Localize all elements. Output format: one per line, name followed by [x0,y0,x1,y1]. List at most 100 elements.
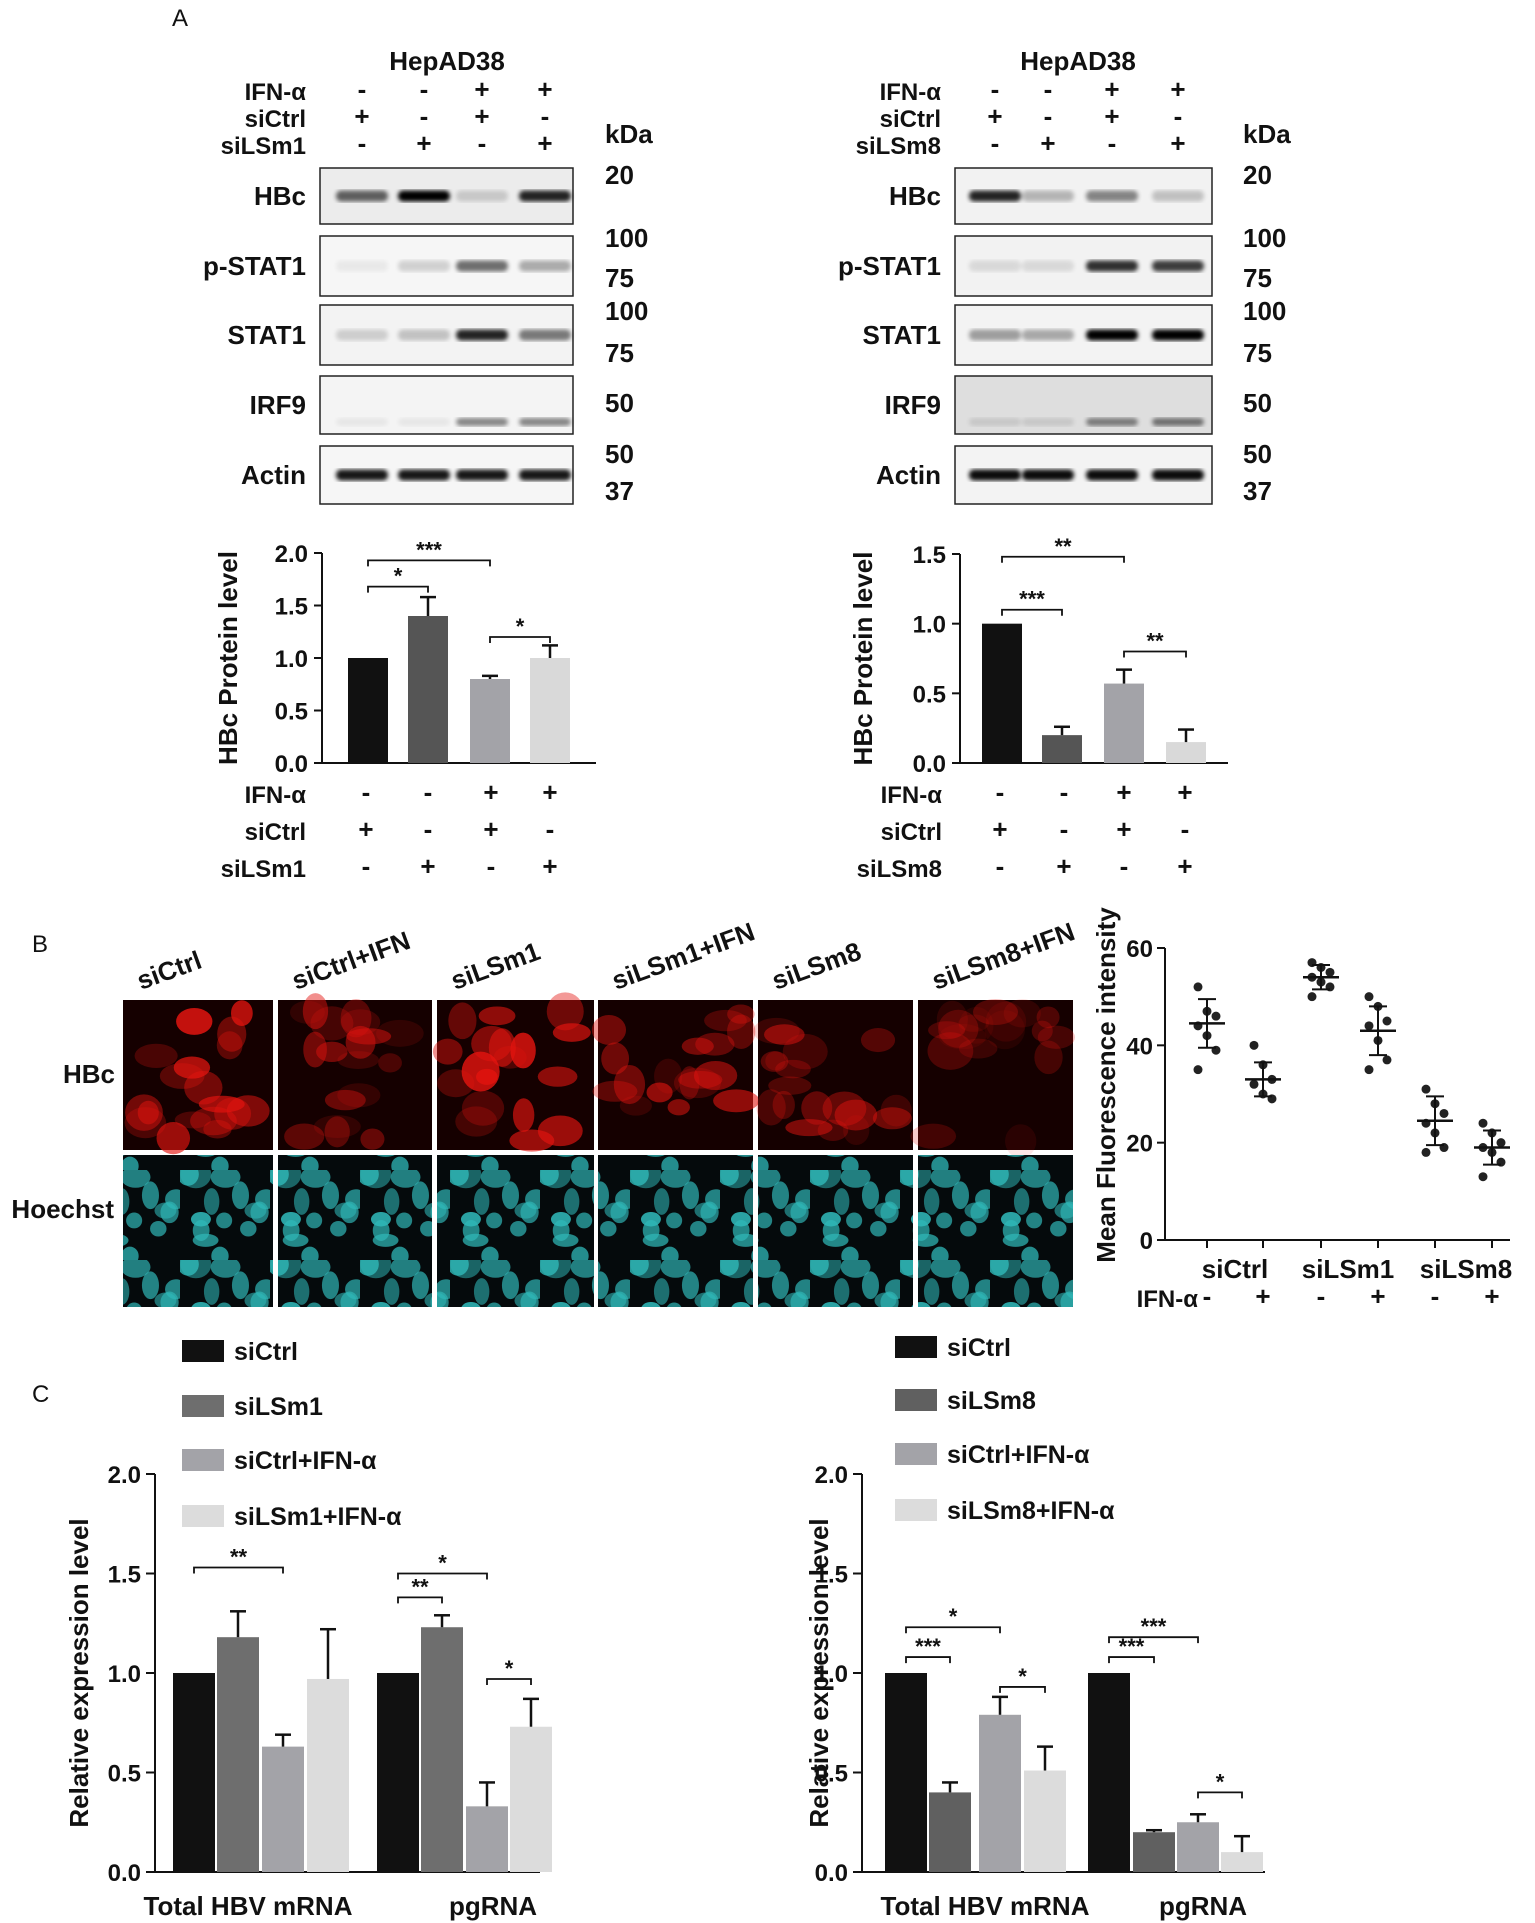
y-tick-label: 1.0 [275,646,308,673]
scatter-point [1421,1084,1431,1094]
scatter-point [1325,967,1335,977]
blot-strip [319,445,574,505]
kda-label: kDa [605,119,653,149]
hbc-image-bg [918,1000,1073,1150]
scatter-point [1193,1065,1203,1075]
legend-swatch [895,1443,937,1465]
condition-sign: + [420,851,435,881]
hbc-cell [872,1107,912,1130]
significance-bracket [905,1656,951,1664]
condition-label: siLSm1 [221,133,306,160]
blot-band [969,418,1021,426]
condition-label: IFN-α [245,79,307,106]
scatter-point [1307,992,1317,1002]
bar [173,1673,215,1872]
blot-band [456,260,508,272]
hbc-cell [190,1106,237,1136]
hoechst-image [598,1155,753,1307]
hbc-cell [713,1089,760,1113]
hbc-cell [654,1058,683,1094]
bar [408,616,448,763]
condition-sign: + [992,814,1007,844]
bar [470,679,510,763]
microscopy-column-label: siLSm8+IFN [928,916,1079,995]
hbc-cell [289,1000,325,1024]
blot-band [1152,260,1204,272]
scatter-point [1478,1118,1488,1128]
category-label: Total HBV mRNA [144,1891,353,1921]
hbc-cell [455,1106,498,1137]
kda-marker: 50 [605,388,634,418]
bar [929,1792,971,1872]
hbc-cell [927,1032,974,1070]
y-axis-label: Relative expression level [804,1518,834,1827]
blot-band [969,329,1021,341]
hbc-cell [340,1009,381,1035]
legend-swatch [895,1499,937,1521]
significance-label: ** [230,1545,248,1570]
bar [421,1627,463,1872]
hbc-cell [1005,1124,1037,1159]
hbc-cell [591,1015,627,1045]
legend-swatch [182,1340,224,1362]
significance-label: *** [1019,587,1045,612]
hbc-cell [1036,1006,1060,1029]
legend-label: siCtrl [947,1334,1011,1362]
condition-sign: + [358,814,373,844]
category-label: Total HBV mRNA [881,1891,1090,1921]
condition-sign: - [362,777,371,807]
hbc-cell [938,1023,987,1050]
kda-marker: 75 [1243,338,1272,368]
blot-band [1152,329,1204,341]
bar [1088,1673,1130,1872]
blot-band [1022,469,1074,481]
hbc-cell [727,1004,755,1024]
condition-sign: + [542,851,557,881]
bar [217,1637,259,1872]
blot-band [456,190,508,202]
hbc-cell [972,999,1019,1025]
condition-sign: - [991,74,1000,104]
hbc-cell [134,1043,178,1068]
hbc-cell [693,1060,738,1091]
y-tick-label: 0.5 [913,681,946,708]
blot-band [969,190,1021,202]
condition-sign: - [1181,814,1190,844]
hbc-cell [203,1119,232,1139]
hbc-cell [727,1014,756,1049]
y-tick-label: 1.0 [815,1661,848,1688]
blot-band [456,418,508,426]
condition-label: IFN-α [881,782,943,809]
hbc-cell [772,1090,795,1120]
hoechst-image [278,1155,432,1307]
blot-protein-label: STAT1 [228,320,306,350]
bar [1042,735,1082,763]
blot-protein-label: p-STAT1 [203,251,306,281]
hbc-cell [448,1002,477,1040]
legend-swatch [895,1389,937,1411]
hbc-cell [880,1094,912,1127]
hbc-image [910,999,1075,1159]
significance-label: *** [915,1634,941,1659]
y-tick-label: 0.0 [275,751,308,778]
condition-sign: - [996,851,1005,881]
hbc-cell [476,1068,498,1085]
condition-sign: - [487,851,496,881]
condition-sign: + [1116,777,1131,807]
hbc-cell [537,1066,578,1087]
condition-label: siLSm1 [221,856,306,883]
significance-label: ** [1054,534,1072,559]
condition-sign: - [362,851,371,881]
significance-bracket [1108,1636,1199,1644]
hbc-cell [216,1031,243,1060]
y-tick-label: 1.5 [815,1562,848,1589]
blot-strip [319,235,574,297]
hbc-cell [1031,1020,1053,1042]
significance-bracket [905,1626,1001,1634]
condition-sign: + [1484,1281,1499,1311]
microscopy-column-label: siCtrl [133,945,206,996]
legend-swatch [182,1395,224,1417]
legend-swatch [895,1336,937,1358]
blot-band [1022,260,1074,272]
blot-band [1152,418,1204,426]
